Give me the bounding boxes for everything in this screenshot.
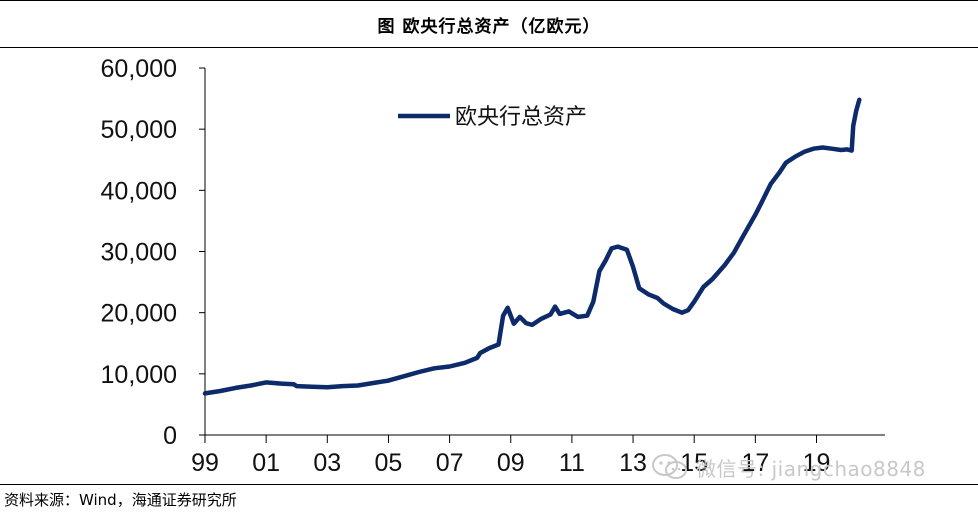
y-tick-label: 20,000 [101,300,177,328]
x-tick-label: 09 [497,449,525,477]
x-tick-label: 11 [559,449,585,477]
chart-axes: 0 10,000 20,000 30,000 40,000 50,000 60,000 99 0… [101,55,885,477]
chart-plot [202,97,862,396]
x-tick-label: 03 [313,449,341,477]
chart-title: 图 欧央行总资产（亿欧元） [377,16,601,37]
y-tick-label: 40,000 [101,177,177,205]
y-tick-label: 0 [163,422,177,450]
y-tick-label: 50,000 [101,116,177,144]
chart-title-bar: 图 欧央行总资产（亿欧元） [0,0,978,48]
bottom-rule [0,484,978,485]
watermark: 微信号: jiangchao8848 [650,452,926,482]
wechat-icon [652,454,687,479]
x-tick-label: 13 [619,449,647,477]
x-tick-label: 19 [803,449,831,477]
x-tick-label: 01 [252,449,280,477]
chart-legend: 欧央行总资产 [398,105,587,130]
y-tick-label: 30,000 [101,239,177,267]
x-tick-label: 99 [191,449,219,477]
watermark-text: 微信号: jiangchao8848 [696,456,926,481]
x-tick-label: 05 [375,449,403,477]
y-tick-label: 60,000 [101,55,177,83]
series-line-0 [202,97,862,396]
y-tick-label: 10,000 [101,361,177,389]
source-note: 资料来源：Wind，海通证券研究所 [4,491,237,509]
x-tick-label: 17 [741,449,769,477]
x-tick-label: 07 [436,449,464,477]
legend-label: 欧央行总资产 [455,105,587,130]
chart-svg: 0 10,000 20,000 30,000 40,000 50,000 60,000 99 0… [101,55,885,477]
